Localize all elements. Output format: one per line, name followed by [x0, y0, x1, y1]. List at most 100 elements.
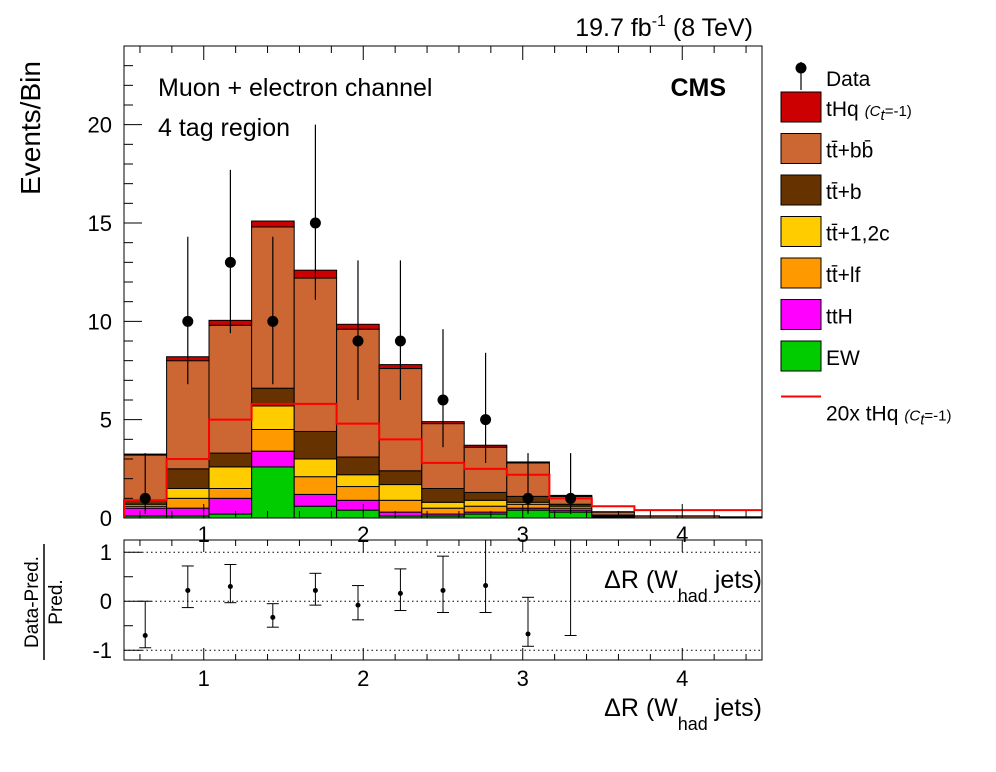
bar-tHq-3: [251, 220, 295, 228]
ratio-x-axis-label: ΔR (Whad jets): [604, 566, 762, 606]
data-point-9: [522, 492, 534, 504]
data-point-2: [224, 256, 236, 268]
ratio-y-tick-label-0: 0: [100, 589, 112, 614]
bar-ttlf-4: [293, 476, 338, 495]
bar-ttb-2: [208, 452, 253, 468]
ratio-point-6: [397, 590, 403, 596]
ratio-points: [139, 540, 577, 649]
bar-ttb-7: [421, 488, 465, 503]
channel-annotation: Muon + electron channel: [158, 74, 433, 102]
data-point-3: [267, 315, 279, 327]
ratio-point-5: [355, 602, 361, 608]
data-point-0: [139, 492, 151, 504]
legend-label-ttH: ttH: [826, 306, 853, 329]
ratio-point-1: [185, 587, 191, 593]
data-point-1: [182, 315, 194, 327]
y-tick-label-5: 5: [100, 408, 112, 433]
ratio-point-4: [312, 587, 318, 593]
legend-label-data: Data: [826, 68, 871, 91]
data-point-4: [309, 217, 321, 229]
bar-ttlf-3: [251, 429, 295, 452]
data-point-6: [394, 335, 406, 347]
y-tick-label-10: 10: [88, 309, 112, 334]
bar-EW-8: [463, 513, 508, 519]
bar-ttb-5: [336, 456, 380, 476]
main-axes: 0 5 10 15 20 1 2 3 4: [88, 46, 747, 547]
ratio-point-8: [483, 583, 489, 589]
ratio-y-axis-label: Data-Pred. Pred.: [22, 544, 67, 660]
ratio-y-denominator: Pred.: [46, 579, 67, 624]
legend-label-tt12c: tt̄+1,2c: [826, 223, 890, 246]
bar-ttlf-8: [463, 505, 508, 513]
legend-swatch-tHq: [780, 91, 822, 123]
ratio-y-numerator: Data-Pred.: [22, 556, 43, 648]
legend-label-EW: EW: [826, 347, 860, 370]
bar-EW-5: [336, 509, 380, 519]
bar-tt12c-4: [293, 458, 338, 478]
legend-data-marker: [795, 62, 807, 74]
bar-tt12c-7: [421, 501, 465, 509]
legend-label-signal-overlay: 20x tHq (Ct=-1): [826, 403, 951, 429]
bar-tt12c-2: [208, 466, 253, 490]
bar-ttlf-1: [166, 497, 210, 509]
ratio-gridlines: [124, 551, 762, 651]
ratio-y-tick-label-1: 1: [100, 540, 112, 565]
bar-EW-3: [251, 466, 295, 519]
bar-EW-4: [293, 505, 338, 519]
signal-overlay-line: [123, 402, 762, 518]
legend-label-ttbb: tt̄+bb̄: [826, 139, 873, 162]
bar-ttlf-6: [378, 499, 423, 513]
ratio-point-9: [525, 631, 531, 637]
data-point-10: [565, 492, 577, 504]
bar-tt12c-3: [251, 405, 295, 430]
bar-ttbb-4: [293, 277, 338, 432]
x-tick-label-4: 4: [676, 522, 688, 547]
bar-ttH-1: [166, 507, 210, 517]
x-axis-label: ΔR (Whad jets): [604, 694, 762, 734]
data-point-7: [437, 394, 449, 406]
bar-tt12c-1: [166, 488, 210, 499]
legend-swatch-tt12c: [780, 216, 822, 247]
bar-ttlf-5: [336, 486, 380, 501]
data-point-5: [352, 335, 364, 347]
bar-ttb-8: [463, 491, 508, 501]
region-annotation: 4 tag region: [158, 114, 290, 142]
data-points: [139, 124, 577, 515]
legend-swatch-ttlf: [780, 257, 822, 289]
x-tick-label-1: 1: [198, 522, 210, 547]
ratio-axes: -1 0 1 1 2 3 4: [92, 540, 747, 691]
legend-swatch-ttbb: [780, 133, 822, 164]
lumi-label: 19.7 fb-1 (8 TeV): [575, 13, 753, 42]
bar-ttH-6: [378, 511, 423, 517]
bar-tt12c-8: [463, 499, 508, 507]
legend-label-ttb: tt̄+b: [826, 181, 862, 204]
legend: Data tHq (Ct=-1) tt̄+bb̄ tt̄+b tt̄+1,2c tt̄+lf…: [780, 62, 951, 429]
bar-ttH-4: [293, 493, 338, 507]
bar-ttbb-2: [208, 324, 253, 454]
ratio-x-tick-label-1: 1: [198, 666, 210, 691]
ratio-x-tick-label-4: 4: [676, 666, 688, 691]
data-point-8: [480, 414, 492, 426]
bar-ttH-3: [251, 450, 295, 468]
bar-ttlf-2: [208, 488, 253, 499]
ratio-point-7: [440, 587, 446, 593]
bar-tt12c-6: [378, 484, 423, 501]
x-tick-label-2: 2: [357, 522, 369, 547]
ratio-y-tick-label--1: -1: [92, 638, 112, 663]
y-tick-label-0: 0: [100, 506, 112, 531]
y-tick-label-20: 20: [88, 113, 112, 138]
legend-swatch-ttb: [780, 174, 822, 206]
legend-label-ttlf: tt̄+lf: [826, 264, 861, 287]
bar-ttb-4: [293, 430, 338, 460]
bar-tt12c-5: [336, 474, 380, 488]
ratio-plot-frame: [123, 539, 763, 661]
y-axis-label: Events/Bin: [15, 61, 46, 195]
cms-label: CMS: [670, 74, 726, 102]
ratio-point-0: [142, 633, 148, 639]
bar-ttb-1: [166, 468, 210, 490]
bar-ttH-2: [208, 497, 253, 515]
ratio-point-3: [270, 614, 276, 620]
bar-ttb-6: [378, 470, 423, 486]
legend-swatch-EW: [780, 340, 822, 372]
